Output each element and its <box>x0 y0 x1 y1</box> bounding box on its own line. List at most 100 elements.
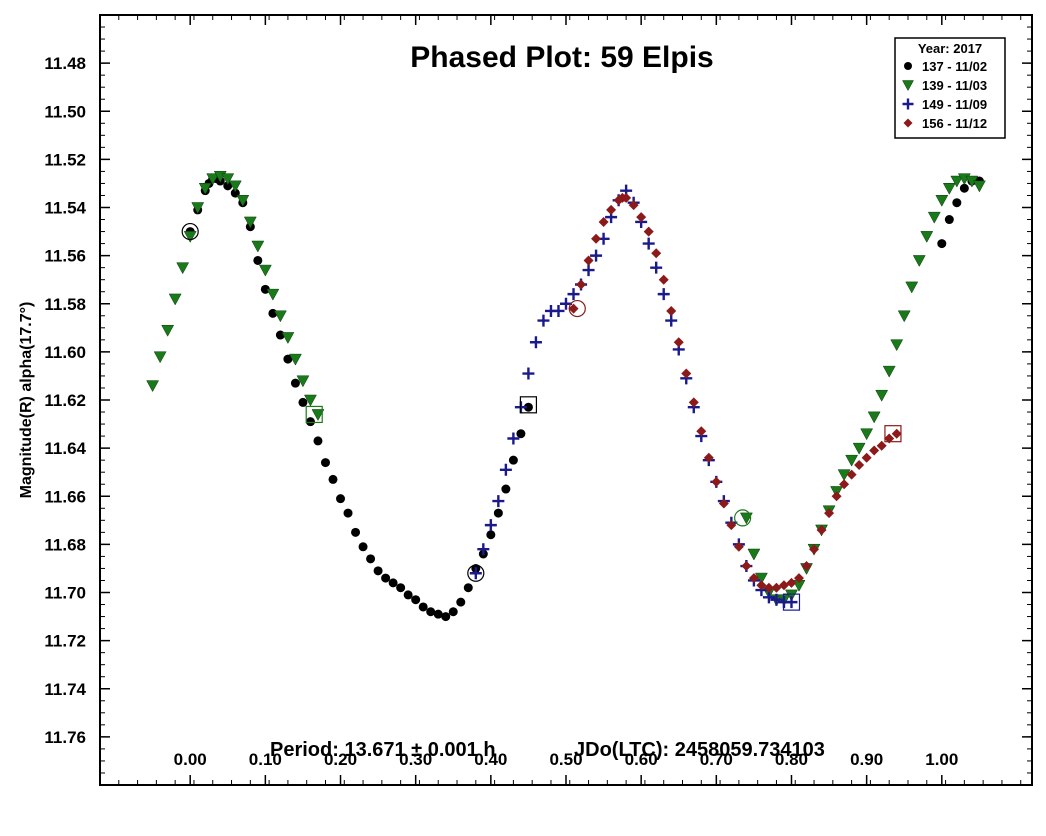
highlight-circle <box>734 509 752 527</box>
x-tick-label: 0.20 <box>324 750 357 769</box>
legend-label: 139 - 11/03 <box>922 78 987 93</box>
data-point-series-2 <box>191 202 205 215</box>
data-point-series-2 <box>288 353 302 366</box>
data-point-series-2 <box>198 183 212 195</box>
data-point-series-3 <box>650 261 663 274</box>
data-point-series-1 <box>426 607 436 617</box>
highlight-square <box>519 396 538 414</box>
data-point-series-4 <box>696 426 707 437</box>
x-tick-label: 0.90 <box>850 750 883 769</box>
y-tick-label: 11.62 <box>44 391 86 410</box>
data-point-series-2 <box>311 409 325 421</box>
data-point-series-2 <box>747 548 761 561</box>
x-tick-label: 0.70 <box>700 750 733 769</box>
data-point-series-3 <box>499 463 512 476</box>
data-point-series-3 <box>582 264 595 277</box>
highlight-circle <box>467 564 485 582</box>
data-point-series-1 <box>959 183 969 193</box>
data-point-series-4 <box>876 440 887 451</box>
highlighted-points <box>181 222 902 611</box>
data-point-series-4 <box>809 544 820 555</box>
data-point-series-4 <box>801 561 812 572</box>
y-tick-label: 11.58 <box>44 295 86 314</box>
data-point-series-4 <box>636 212 647 223</box>
data-point-series-4 <box>854 459 865 470</box>
y-axis-label: Magnitude(R) alpha(17.7°) <box>18 302 35 499</box>
data-point-series-4 <box>891 428 902 439</box>
data-point-series-2 <box>146 380 160 393</box>
y-tick-label: 11.60 <box>44 343 86 362</box>
data-point-series-3 <box>785 596 798 609</box>
data-point-series-4 <box>861 452 872 463</box>
legend-label: 149 - 11/09 <box>922 97 987 112</box>
data-point-series-4 <box>598 216 609 227</box>
data-point-series-1 <box>373 566 383 576</box>
legend-title: Year: 2017 <box>918 41 982 56</box>
x-tick-label: 0.60 <box>625 750 658 769</box>
data-point-series-2 <box>228 180 242 193</box>
data-point-series-2 <box>221 173 235 186</box>
data-point-series-4 <box>718 498 729 509</box>
data-point-series-4 <box>628 200 639 211</box>
data-point-series-4 <box>846 469 857 480</box>
data-point-series-2 <box>273 310 287 323</box>
x-tick-label: 0.10 <box>249 750 282 769</box>
data-points <box>146 170 986 622</box>
data-point-series-2 <box>304 394 317 407</box>
data-point-series-1 <box>944 215 954 225</box>
data-point-series-2 <box>754 572 768 585</box>
data-point-series-1 <box>456 597 466 607</box>
legend-label: 137 - 11/02 <box>922 59 987 74</box>
data-point-series-4 <box>756 580 767 591</box>
data-point-series-2 <box>251 240 265 253</box>
data-point-series-2 <box>875 389 889 402</box>
legend-label: 156 - 11/12 <box>922 116 987 131</box>
y-tick-label: 11.48 <box>44 54 86 73</box>
y-tick-label: 11.74 <box>44 680 86 699</box>
legend: Year: 2017 137 - 11/02 139 - 11/03 149 - 1… <box>894 37 1006 139</box>
data-point-series-2 <box>942 183 956 195</box>
data-point-series-2 <box>243 216 257 229</box>
data-point-series-2 <box>206 173 220 186</box>
data-point-series-2 <box>950 175 964 188</box>
data-point-series-2 <box>890 339 904 352</box>
data-point-series-4 <box>666 305 677 316</box>
data-point-series-3 <box>477 543 490 556</box>
data-point-series-4 <box>621 192 632 203</box>
data-point-series-1 <box>433 609 443 619</box>
data-point-series-4 <box>831 491 842 502</box>
y-tick-label: 11.70 <box>44 584 86 603</box>
data-point-series-1 <box>223 181 233 191</box>
data-point-series-4 <box>583 255 594 266</box>
data-point-series-1 <box>441 612 451 622</box>
data-point-series-1 <box>516 429 526 439</box>
data-point-series-4 <box>786 577 797 588</box>
data-point-series-2 <box>739 512 753 525</box>
data-point-series-2 <box>935 195 949 207</box>
data-point-series-4 <box>794 573 804 584</box>
data-point-series-4 <box>763 582 774 593</box>
data-point-series-2 <box>296 375 310 388</box>
data-point-series-3 <box>484 519 497 532</box>
x-tick-label: 0.00 <box>174 750 207 769</box>
data-point-series-3 <box>642 237 655 250</box>
data-point-series-3 <box>469 567 482 580</box>
data-point-series-2 <box>785 589 798 602</box>
data-point-series-1 <box>305 417 315 427</box>
highlight-circle <box>568 299 586 318</box>
y-tick-label: 11.52 <box>44 150 86 169</box>
y-tick-label: 11.72 <box>44 632 86 651</box>
data-point-series-1 <box>463 583 473 593</box>
data-point-series-4 <box>711 476 722 487</box>
data-point-series-4 <box>741 561 752 572</box>
data-point-series-2 <box>912 255 926 267</box>
x-tick-label: 0.40 <box>474 750 507 769</box>
x-tick-label: 1.00 <box>925 750 958 769</box>
x-axis-ticks: 0.00 0.10 0.20 0.30 0.40 0.50 0.60 0.70 0.80 0.90… <box>118 15 1022 785</box>
data-point-series-4 <box>884 433 895 444</box>
data-point-series-2 <box>168 293 182 306</box>
data-point-series-1 <box>523 402 533 412</box>
data-point-series-3 <box>567 288 580 301</box>
data-point-series-2 <box>927 211 941 224</box>
